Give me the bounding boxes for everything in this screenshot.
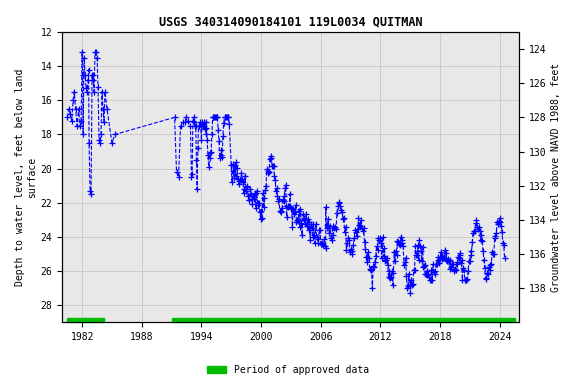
Y-axis label: Groundwater level above NAVD 1988, feet: Groundwater level above NAVD 1988, feet xyxy=(551,63,561,292)
Y-axis label: Depth to water level, feet below land
surface: Depth to water level, feet below land su… xyxy=(15,68,37,286)
Bar xyxy=(67,318,104,323)
Legend: Period of approved data: Period of approved data xyxy=(203,361,373,379)
Bar xyxy=(172,318,514,323)
Title: USGS 340314090184101 119L0034 QUITMAN: USGS 340314090184101 119L0034 QUITMAN xyxy=(159,15,423,28)
